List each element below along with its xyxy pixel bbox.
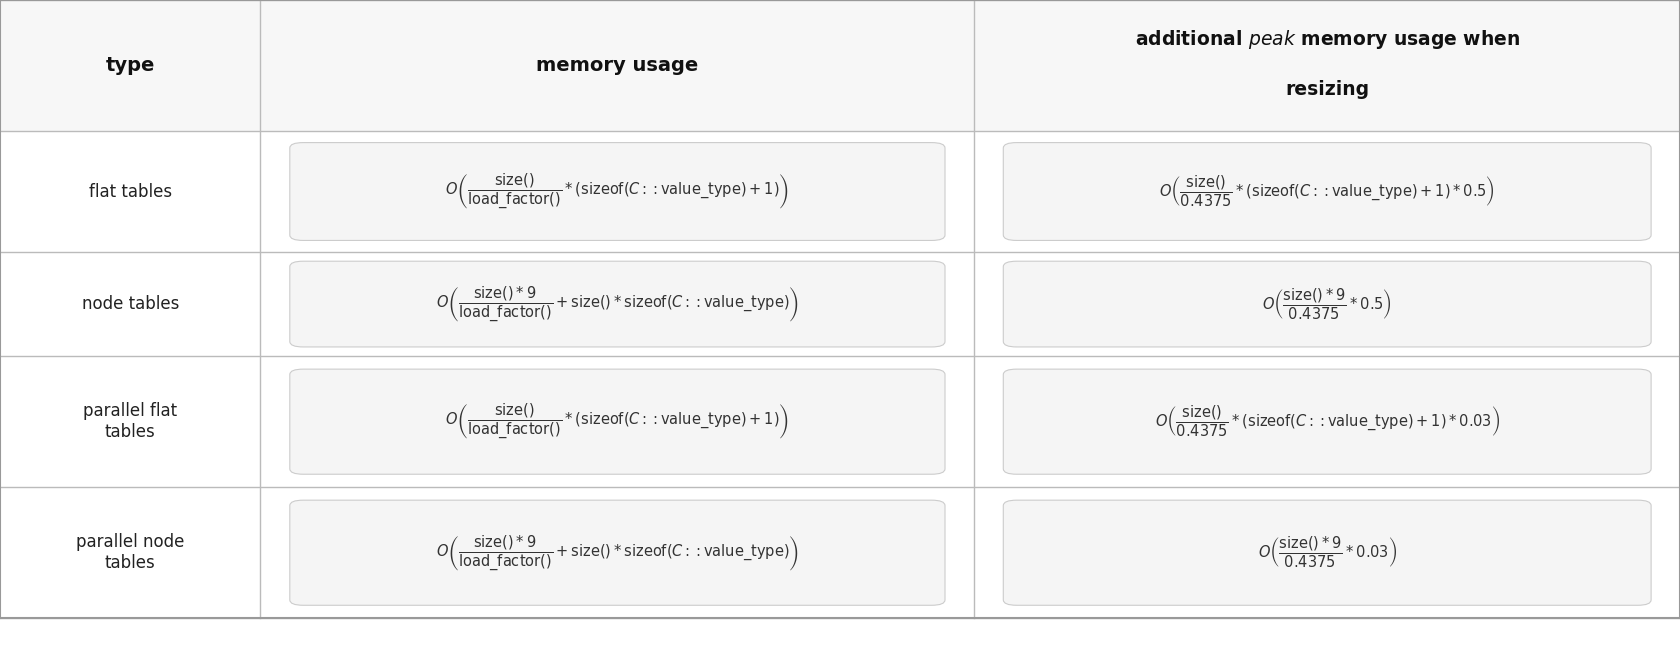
Text: node tables: node tables	[82, 295, 178, 313]
Text: $O\left(\dfrac{\mathsf{size()}}{\mathsf{load\_factor()}} * (\mathsf{sizeof}(C ::: $O\left(\dfrac{\mathsf{size()}}{\mathsf{…	[445, 402, 790, 442]
FancyBboxPatch shape	[1003, 261, 1651, 347]
Bar	[0, 0, 260, 131]
Bar	[260, 487, 974, 618]
Text: type: type	[106, 56, 155, 75]
Text: memory usage: memory usage	[536, 56, 699, 75]
FancyBboxPatch shape	[1003, 369, 1651, 474]
Text: flat tables: flat tables	[89, 183, 171, 200]
Text: parallel flat
tables: parallel flat tables	[82, 403, 178, 441]
Bar	[260, 0, 974, 131]
Bar	[0, 252, 260, 356]
Text: $O\left(\dfrac{\mathsf{size()}}{0.4375} * (\mathsf{sizeof}(C :: \mathsf{value\_t: $O\left(\dfrac{\mathsf{size()}}{0.4375} …	[1154, 404, 1500, 439]
Bar	[974, 252, 1680, 356]
Bar	[974, 356, 1680, 487]
Text: $O\left(\dfrac{\mathsf{size()}}{0.4375} * (\mathsf{sizeof}(C :: \mathsf{value\_t: $O\left(\dfrac{\mathsf{size()}}{0.4375} …	[1159, 174, 1495, 209]
Bar	[974, 0, 1680, 131]
FancyBboxPatch shape	[1003, 500, 1651, 605]
Bar	[0, 356, 260, 487]
Bar	[974, 131, 1680, 252]
Bar	[260, 131, 974, 252]
Text: $O\left(\dfrac{\mathsf{size()}}{\mathsf{load\_factor()}} * (\mathsf{sizeof}(C ::: $O\left(\dfrac{\mathsf{size()}}{\mathsf{…	[445, 172, 790, 211]
Bar	[260, 356, 974, 487]
Text: $O\left(\dfrac{\mathsf{size()} * 9}{\mathsf{load\_factor()}} + \mathsf{size()} *: $O\left(\dfrac{\mathsf{size()} * 9}{\mat…	[435, 533, 800, 573]
FancyBboxPatch shape	[289, 369, 944, 474]
Text: $O\left(\dfrac{\mathsf{size()} * 9}{0.4375} * 0.5\right)$: $O\left(\dfrac{\mathsf{size()} * 9}{0.43…	[1262, 286, 1393, 322]
Text: resizing: resizing	[1285, 79, 1369, 99]
Bar	[0, 487, 260, 618]
FancyBboxPatch shape	[289, 500, 944, 605]
Bar	[260, 252, 974, 356]
Text: $O\left(\dfrac{\mathsf{size()} * 9}{0.4375} * 0.03\right)$: $O\left(\dfrac{\mathsf{size()} * 9}{0.43…	[1258, 535, 1396, 571]
Bar	[0, 131, 260, 252]
Text: additional $\mathbf{\mathit{peak}}$ memory usage when: additional $\mathbf{\mathit{peak}}$ memo…	[1134, 28, 1520, 52]
FancyBboxPatch shape	[289, 142, 944, 241]
Text: $O\left(\dfrac{\mathsf{size()} * 9}{\mathsf{load\_factor()}} + \mathsf{size()} *: $O\left(\dfrac{\mathsf{size()} * 9}{\mat…	[435, 284, 800, 324]
FancyBboxPatch shape	[289, 261, 944, 347]
Text: parallel node
tables: parallel node tables	[76, 534, 185, 572]
FancyBboxPatch shape	[1003, 142, 1651, 241]
Bar	[974, 487, 1680, 618]
